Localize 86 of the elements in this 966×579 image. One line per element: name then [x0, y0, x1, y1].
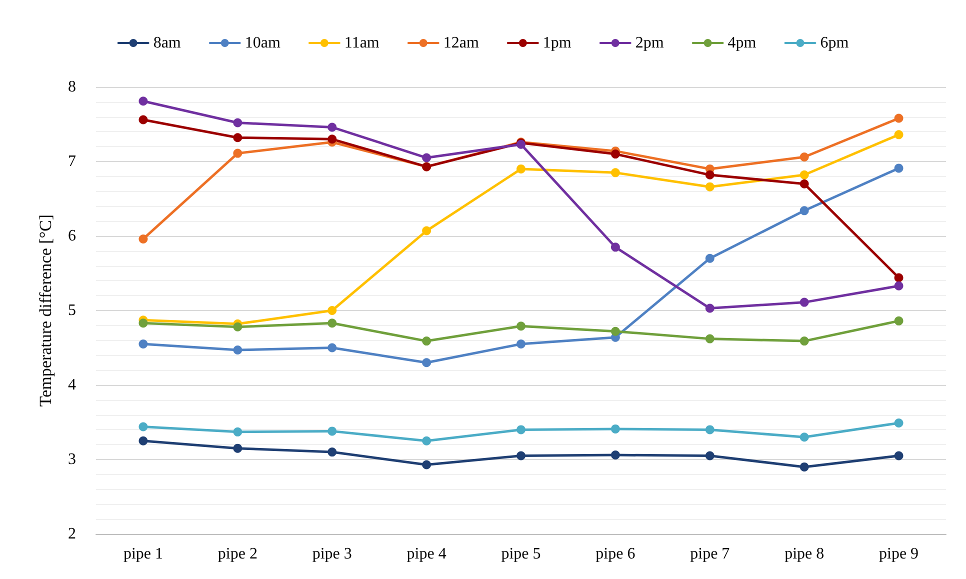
y-tick-label: 3 [68, 451, 76, 468]
legend-label: 1pm [542, 34, 572, 52]
y-tick-label: 5 [68, 302, 76, 319]
legend-label: 2pm [635, 34, 664, 52]
point [705, 182, 714, 192]
x-tick-label: pipe 2 [218, 546, 258, 562]
y-tick-label: 6 [68, 228, 76, 244]
point [422, 358, 432, 368]
point [233, 118, 242, 128]
point [516, 322, 526, 331]
point [138, 115, 148, 124]
point [800, 206, 809, 216]
point [233, 322, 242, 332]
point [800, 152, 809, 162]
x-tick-label: pipe 6 [596, 546, 636, 562]
point [610, 450, 620, 460]
legend-label: 4pm [728, 34, 757, 52]
point [328, 306, 337, 315]
point [422, 153, 432, 162]
point [610, 326, 620, 336]
point [894, 130, 904, 140]
point [328, 426, 337, 436]
point [705, 304, 714, 313]
x-tick-label: pipe 4 [406, 546, 446, 562]
point [328, 122, 337, 132]
point [422, 226, 432, 236]
point [894, 164, 904, 173]
point [138, 318, 148, 328]
point [705, 425, 714, 434]
point [800, 462, 809, 472]
y-tick-label: 7 [68, 153, 76, 170]
point [705, 254, 714, 263]
point [328, 343, 337, 352]
point [422, 436, 432, 446]
point [800, 432, 809, 442]
point [800, 170, 809, 180]
point [894, 418, 904, 428]
point [800, 179, 809, 188]
x-tick-label: pipe 8 [784, 546, 824, 562]
point [233, 133, 242, 142]
point [894, 114, 904, 123]
point [516, 340, 526, 349]
point [800, 336, 809, 346]
point [422, 460, 432, 470]
point [800, 298, 809, 307]
y-tick-label: 4 [68, 376, 76, 394]
point [233, 427, 242, 436]
point [138, 96, 148, 106]
point [233, 345, 242, 354]
point [610, 242, 620, 252]
legend-label: 12am [443, 34, 480, 52]
legend-label: 11am [344, 34, 380, 52]
legend-label: 8am [153, 34, 182, 52]
x-tick-label: pipe 5 [501, 546, 541, 562]
point [894, 451, 904, 460]
legend-label: 10am [244, 34, 281, 52]
point [138, 422, 148, 432]
point [705, 170, 714, 180]
point [705, 451, 714, 460]
point [138, 234, 148, 244]
point [138, 340, 148, 349]
point [894, 273, 904, 282]
y-tick-label: 8 [68, 78, 76, 96]
x-tick-label: pipe 9 [879, 546, 919, 562]
point [422, 336, 432, 346]
x-tick-label: pipe 1 [123, 546, 163, 562]
point [610, 168, 620, 178]
point [138, 436, 148, 446]
point [328, 448, 337, 457]
point [894, 316, 904, 326]
y-axis-title: Temperature difference [°C] [36, 214, 55, 407]
point [516, 164, 526, 174]
x-tick-label: pipe 7 [690, 546, 730, 562]
y-tick-label: 2 [68, 526, 76, 542]
point [233, 444, 242, 453]
point [328, 134, 337, 144]
point [610, 424, 620, 434]
point [705, 334, 714, 344]
point [516, 451, 526, 460]
x-tick-label: pipe 3 [312, 546, 352, 562]
point [233, 148, 242, 158]
point [610, 150, 620, 159]
point [328, 318, 337, 328]
point [894, 281, 904, 290]
point [516, 425, 526, 434]
legend-label: 6pm [820, 34, 850, 52]
